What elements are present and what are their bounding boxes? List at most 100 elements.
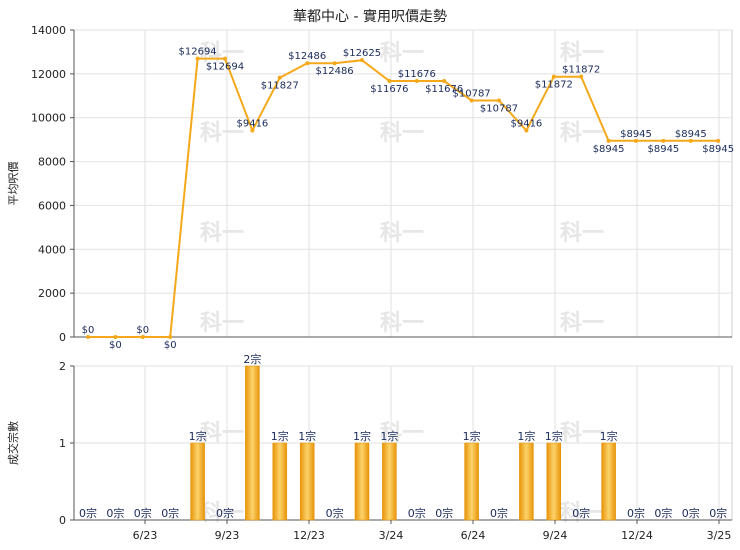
price-data-point (140, 335, 145, 339)
transaction-bar-label: 0宗 (408, 506, 426, 520)
transaction-bar (299, 442, 315, 521)
transaction-bar-label: 0宗 (134, 506, 152, 520)
price-data-label: $8945 (702, 144, 734, 155)
x-tick-label: 9/23 (215, 529, 240, 542)
price-data-label: $0 (82, 325, 95, 336)
transaction-bar-label: 0宗 (106, 506, 124, 520)
price-data-label: $8945 (593, 144, 625, 155)
watermark-text: 科一 (560, 311, 604, 336)
price-data-point (579, 74, 584, 79)
line-y-tick-label: 2000 (38, 287, 66, 300)
price-data-label: $8945 (620, 129, 652, 140)
line-y-tick-label: 0 (59, 331, 66, 344)
price-data-point (606, 138, 611, 143)
price-data-point (86, 335, 90, 339)
price-data-point (442, 78, 447, 83)
price-data-label: $11676 (398, 69, 436, 80)
transaction-bar-label: 1宗 (600, 429, 618, 443)
price-data-point (332, 61, 337, 66)
price-data-label: $12486 (288, 51, 326, 62)
price-data-point (661, 138, 666, 143)
price-data-point (634, 138, 638, 143)
x-tick-label: 12/24 (621, 529, 653, 542)
transaction-bar-label: 1宗 (517, 429, 535, 443)
price-data-point (716, 138, 721, 143)
line-y-tick-label: 12000 (31, 68, 66, 81)
transaction-bar-label: 0宗 (627, 506, 645, 520)
x-tick-label: 6/23 (133, 529, 158, 542)
price-data-label: $0 (136, 325, 149, 336)
transaction-bar-label: 1宗 (189, 429, 207, 443)
price-data-point (469, 98, 474, 103)
watermark-text: 科一 (560, 421, 604, 446)
price-data-label: $11827 (261, 81, 299, 92)
watermark-text: 科一 (200, 421, 244, 446)
transaction-bar-label: 0宗 (326, 506, 344, 520)
line-y-tick-label: 4000 (38, 243, 66, 256)
price-data-label: $0 (109, 340, 122, 351)
transaction-bar (382, 442, 397, 521)
price-data-point (688, 138, 693, 143)
price-data-point (168, 335, 173, 339)
transaction-bar-label: 0宗 (572, 506, 590, 520)
line-y-axis-label: 平均呎價 (6, 162, 20, 206)
price-data-label: $8945 (675, 129, 707, 140)
watermark-text: 科一 (200, 311, 244, 336)
price-data-label: $9416 (510, 119, 542, 130)
price-data-label: $8945 (647, 144, 679, 155)
price-data-label: $10787 (480, 103, 518, 114)
price-data-label: $12694 (179, 47, 217, 58)
watermark-text: 科一 (560, 501, 604, 526)
line-y-tick-label: 6000 (38, 199, 66, 212)
watermark-text: 科一 (200, 501, 244, 526)
price-data-point (277, 75, 282, 80)
transaction-bar (546, 442, 562, 521)
price-data-point (387, 78, 392, 83)
transaction-bar (519, 442, 534, 521)
price-data-point (223, 56, 227, 61)
price-data-label: $11872 (562, 65, 600, 76)
price-data-point (305, 61, 310, 66)
transaction-bar-label: 0宗 (709, 506, 727, 520)
transaction-bar-label: 2宗 (243, 352, 261, 366)
x-tick-label: 3/24 (379, 529, 404, 542)
price-data-label: $0 (164, 340, 177, 351)
transaction-bar-label: 1宗 (545, 429, 563, 443)
transaction-bar (190, 442, 205, 521)
transaction-bar (464, 442, 479, 521)
line-y-tick-label: 8000 (38, 156, 66, 169)
line-y-tick-label: 10000 (31, 112, 66, 125)
transaction-bar-label: 0宗 (654, 506, 672, 520)
price-data-label: $11872 (535, 80, 573, 91)
transaction-bar-label: 1宗 (463, 429, 481, 443)
bar-y-tick-label: 2 (59, 360, 66, 373)
transaction-bar-label: 1宗 (380, 429, 398, 443)
transaction-bar-label: 1宗 (298, 429, 316, 443)
watermark-text: 科一 (200, 41, 244, 66)
price-data-point (551, 74, 556, 79)
watermark-text: 科一 (380, 421, 424, 446)
price-data-point (524, 128, 529, 133)
transaction-bar-label: 0宗 (79, 506, 97, 520)
watermark-text: 科一 (380, 311, 424, 336)
transaction-bar-label: 0宗 (682, 506, 700, 520)
price-data-point (195, 56, 200, 61)
price-data-point (497, 98, 501, 103)
x-tick-label: 9/24 (543, 529, 568, 542)
transaction-bar-label: 0宗 (216, 506, 234, 520)
price-data-point (250, 128, 255, 133)
transaction-bar-label: 0宗 (490, 506, 508, 520)
transaction-bar-label: 1宗 (353, 429, 371, 443)
price-data-point (360, 58, 364, 63)
price-data-point (113, 335, 118, 339)
bar-y-tick-label: 0 (59, 514, 66, 527)
price-data-point (414, 78, 419, 83)
price-series-line (88, 57, 719, 338)
transaction-bar (245, 365, 260, 521)
x-tick-label: 12/23 (293, 529, 325, 542)
bar-y-tick-label: 1 (59, 437, 66, 450)
x-tick-label: 6/24 (461, 529, 486, 542)
chart-title: 華都中心 - 實用呎價走勢 (293, 9, 447, 25)
transaction-bar-label: 1宗 (271, 429, 289, 443)
watermark-text: 科一 (380, 121, 424, 146)
